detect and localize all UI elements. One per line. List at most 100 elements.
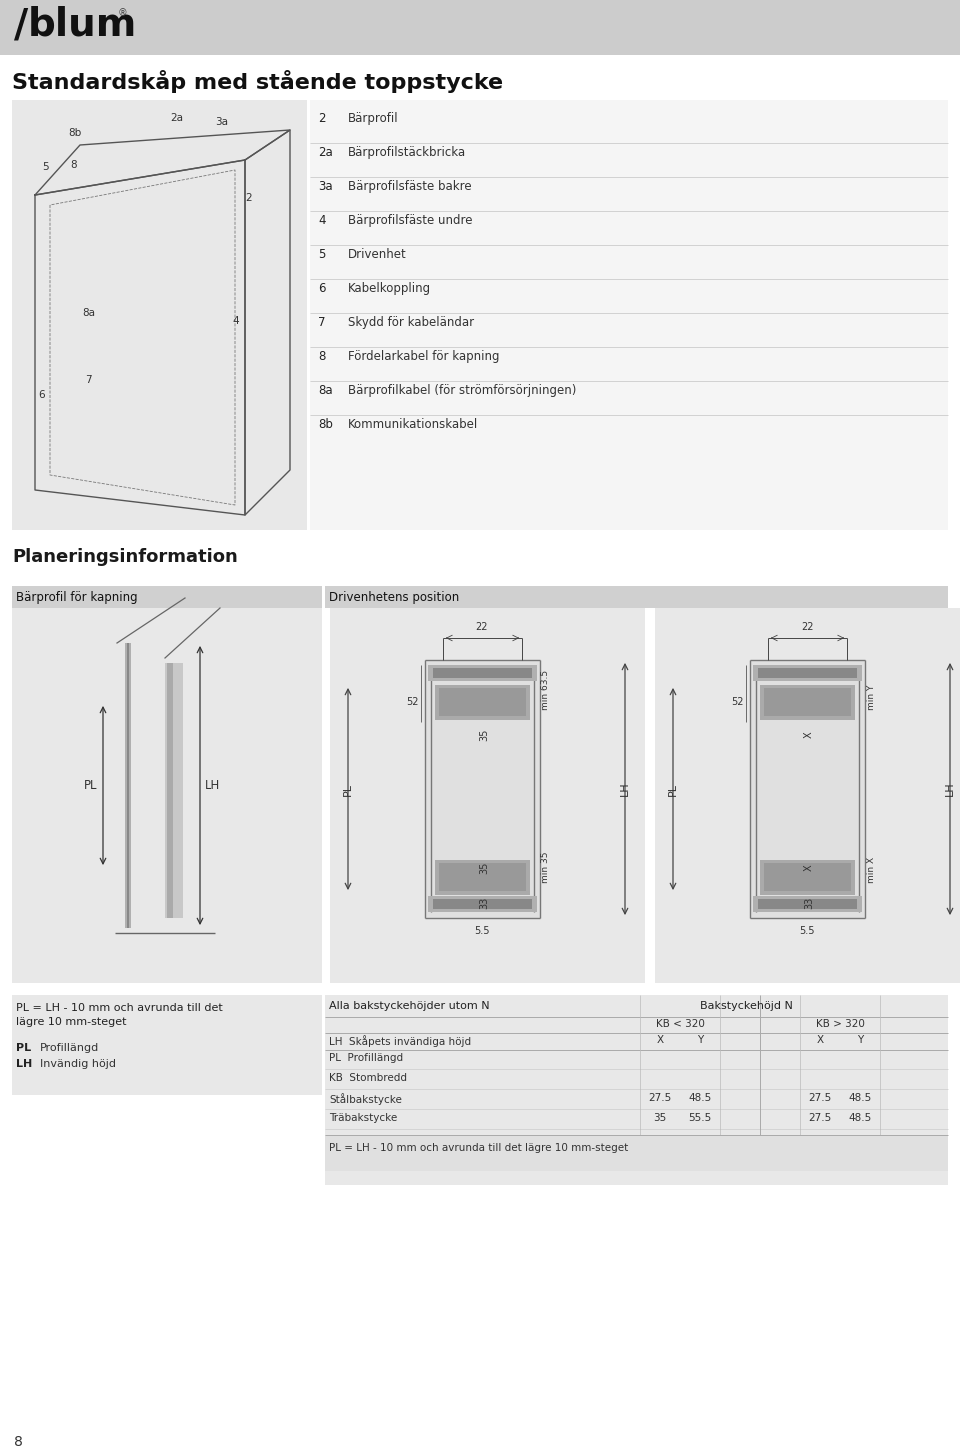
Text: 33: 33 [804, 897, 814, 909]
Text: PL: PL [84, 779, 97, 792]
Text: PL = LH - 10 mm och avrunda till det lägre 10 mm-steget: PL = LH - 10 mm och avrunda till det läg… [329, 1143, 628, 1153]
Bar [764, 688, 851, 715]
Text: 33: 33 [479, 897, 489, 909]
Text: Bärprofilsfäste bakre: Bärprofilsfäste bakre [348, 180, 471, 193]
Text: 27.5: 27.5 [808, 1093, 831, 1104]
Text: KB  Stombredd: KB Stombredd [329, 1073, 407, 1083]
Text: 2: 2 [245, 193, 252, 204]
Text: LH: LH [16, 1059, 33, 1069]
Text: X: X [804, 865, 814, 871]
Bar [750, 660, 865, 917]
Bar [125, 643, 131, 928]
Bar [127, 643, 129, 928]
Text: PL: PL [16, 1043, 31, 1053]
Text: KB > 320: KB > 320 [816, 1019, 864, 1029]
Text: 3a: 3a [215, 116, 228, 126]
Text: X: X [657, 1035, 663, 1045]
Text: Standardskåp med stående toppstycke: Standardskåp med stående toppstycke [12, 70, 503, 93]
Text: Träbakstycke: Träbakstycke [329, 1112, 397, 1122]
Bar [753, 664, 862, 680]
Text: 8: 8 [70, 160, 77, 170]
Bar [435, 859, 530, 896]
Text: 4: 4 [318, 214, 325, 227]
Text: 8a: 8a [318, 384, 332, 397]
Text: lägre 10 mm-steget: lägre 10 mm-steget [16, 1016, 127, 1027]
Text: /: / [14, 6, 28, 44]
Bar [439, 688, 526, 715]
Text: 35: 35 [654, 1112, 666, 1122]
Bar [310, 100, 948, 531]
Text: 6: 6 [38, 390, 44, 400]
Text: 48.5: 48.5 [688, 1093, 711, 1104]
Bar [325, 586, 948, 608]
Bar [433, 667, 532, 678]
Text: Y: Y [697, 1035, 703, 1045]
Text: Bärprofilsfäste undre: Bärprofilsfäste undre [348, 214, 472, 227]
Text: 5.5: 5.5 [800, 926, 815, 936]
Bar [760, 685, 855, 720]
Text: X: X [804, 731, 814, 739]
Text: LH: LH [205, 779, 220, 792]
Text: Drivenhet: Drivenhet [348, 249, 407, 262]
Text: ®: ® [118, 9, 128, 17]
Text: Bärprofil för kapning: Bärprofil för kapning [16, 590, 137, 603]
Bar [330, 608, 645, 983]
Bar [753, 896, 862, 912]
Bar [758, 899, 857, 909]
Text: Fördelarkabel för kapning: Fördelarkabel för kapning [348, 350, 499, 364]
Text: Invändig höjd: Invändig höjd [40, 1059, 116, 1069]
Bar [325, 1136, 948, 1170]
Text: 7: 7 [318, 316, 325, 329]
Text: Alla bakstyckehöjder utom N: Alla bakstyckehöjder utom N [329, 1000, 490, 1011]
Text: min 35: min 35 [541, 852, 550, 883]
Text: PL: PL [668, 782, 678, 795]
Bar [760, 859, 855, 896]
Text: 22: 22 [801, 622, 813, 632]
Text: PL = LH - 10 mm och avrunda till det: PL = LH - 10 mm och avrunda till det [16, 1003, 223, 1013]
Text: 8: 8 [318, 350, 325, 364]
Text: 52: 52 [732, 696, 744, 707]
Text: 4: 4 [232, 316, 239, 326]
Text: 3a: 3a [318, 180, 332, 193]
Bar [167, 663, 173, 917]
Text: Bärprofilkabel (för strömförsörjningen): Bärprofilkabel (för strömförsörjningen) [348, 384, 576, 397]
Text: 52: 52 [406, 696, 419, 707]
Text: 27.5: 27.5 [648, 1093, 672, 1104]
Text: 2a: 2a [170, 113, 183, 124]
Text: 2a: 2a [318, 145, 333, 158]
Text: Kabelkoppling: Kabelkoppling [348, 282, 431, 295]
Text: Profillängd: Profillängd [40, 1043, 99, 1053]
Text: 8b: 8b [68, 128, 82, 138]
Text: Skydd för kabeländar: Skydd för kabeländar [348, 316, 474, 329]
Text: LH: LH [620, 782, 630, 797]
Text: LH: LH [945, 782, 955, 797]
Bar [435, 685, 530, 720]
Text: 48.5: 48.5 [849, 1093, 872, 1104]
Text: X: X [816, 1035, 824, 1045]
Bar [0, 0, 960, 55]
Text: min 63.5: min 63.5 [541, 670, 550, 710]
Text: PL: PL [343, 782, 353, 795]
Text: LH  Skåpets invändiga höjd: LH Skåpets invändiga höjd [329, 1035, 471, 1047]
Bar [433, 899, 532, 909]
Bar [425, 660, 540, 917]
Text: Planeringsinformation: Planeringsinformation [12, 548, 238, 566]
Text: Kommunikationskabel: Kommunikationskabel [348, 417, 478, 430]
Text: 6: 6 [318, 282, 325, 295]
Text: 48.5: 48.5 [849, 1112, 872, 1122]
Bar [12, 608, 322, 983]
Text: 8b: 8b [318, 417, 333, 430]
Text: 8: 8 [14, 1435, 23, 1450]
Bar [428, 664, 537, 680]
Text: Y: Y [857, 1035, 863, 1045]
Text: 35: 35 [479, 728, 489, 742]
Text: Drivenhetens position: Drivenhetens position [329, 590, 459, 603]
Text: blum: blum [28, 6, 137, 44]
Bar [12, 995, 322, 1095]
Bar [12, 586, 322, 608]
Bar [325, 995, 948, 1185]
Text: 27.5: 27.5 [808, 1112, 831, 1122]
Bar [758, 667, 857, 678]
Bar [655, 608, 960, 983]
Text: PL  Profillängd: PL Profillängd [329, 1053, 403, 1063]
